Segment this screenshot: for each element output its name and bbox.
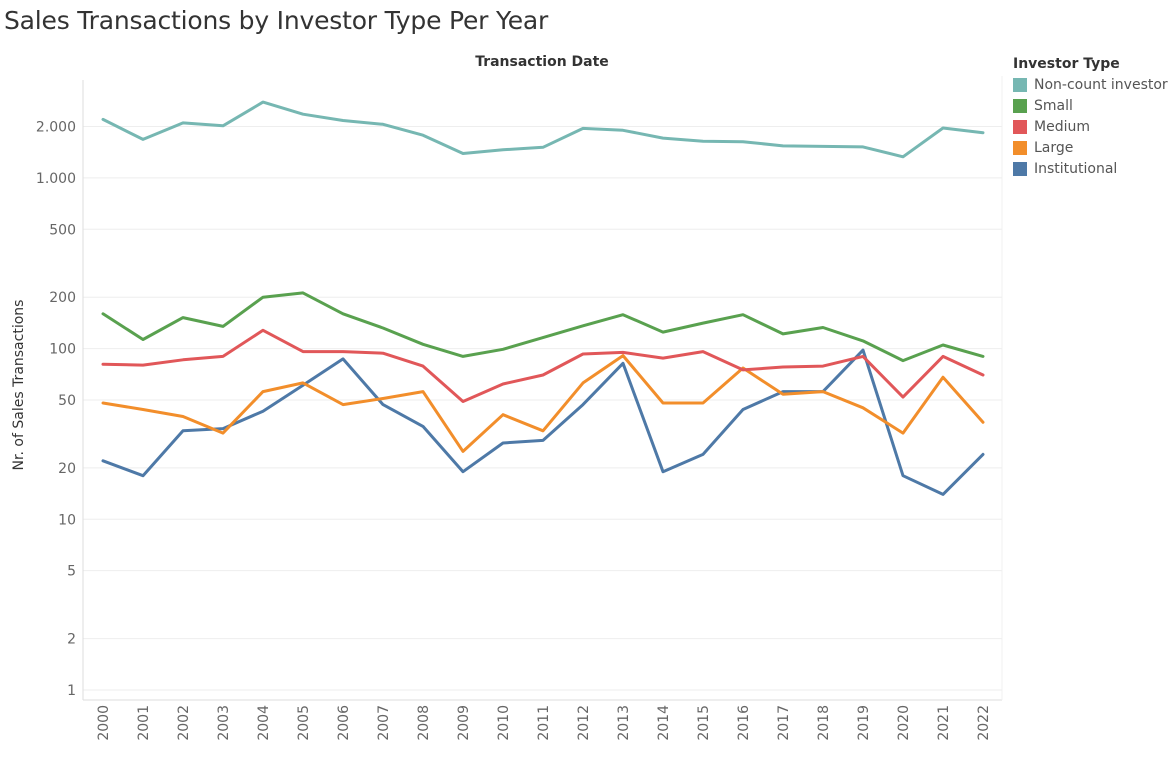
legend-title: Investor Type [1013,56,1120,72]
series-lines [101,100,985,496]
x-tick-label: 2010 [496,705,512,741]
x-tick-label: 2017 [776,705,792,741]
legend-item-small[interactable]: Small [1013,95,1173,116]
legend-swatch [1013,98,1027,113]
legend-items: Non-count investor Small Medium Large Instit… [1013,74,1173,179]
series-line-medium[interactable] [101,328,985,403]
chart-title: Sales Transactions by Investor Type Per … [4,6,549,35]
x-tick-label: 2000 [96,705,112,741]
x-tick-label: 2021 [936,705,952,741]
gridlines [83,126,1002,691]
y-tick-label: 200 [49,290,76,306]
x-tick-label: 2002 [176,705,192,741]
x-tick-label: 2011 [536,705,552,741]
legend-item-large[interactable]: Large [1013,137,1173,158]
legend-item-medium[interactable]: Medium [1013,116,1173,137]
x-tick-label: 2016 [736,705,752,741]
y-tick-label: 50 [58,393,76,409]
x-tick-label: 2019 [856,705,872,741]
series-line-small[interactable] [101,291,985,363]
x-tick-label: 2022 [976,705,992,741]
legend-label: Medium [1034,118,1090,135]
legend-swatch [1013,161,1027,176]
legend-label: Small [1034,97,1073,114]
x-tick-label: 2018 [816,705,832,741]
x-tick-label: 2014 [656,705,672,741]
legend-swatch [1013,77,1027,92]
x-tick-label: 2003 [216,705,232,741]
x-tick-label: 2001 [136,705,152,741]
y-tick-label: 500 [49,222,76,238]
legend-item-institutional[interactable]: Institutional [1013,158,1173,179]
series-line-large[interactable] [101,354,985,453]
y-tick-label: 100 [49,342,76,358]
axes: 1 2 5 10 20 50 100 200 500 1.000 2.000 2000 2001 2002… [36,76,1003,741]
x-tick-label: 2008 [416,705,432,741]
y-tick-label: 10 [58,512,76,528]
y-tick-label: 5 [67,564,76,580]
legend-swatch [1013,140,1027,155]
legend-swatch [1013,119,1027,134]
legend-label: Institutional [1034,160,1118,177]
x-axis-header: Transaction Date [475,54,609,70]
x-tick-label: 2012 [576,705,592,741]
x-tick-label: 2020 [896,705,912,741]
x-tick-label: 2009 [456,705,472,741]
x-tick-label: 2004 [256,705,272,741]
y-axis-label: Nr. of Sales Transactions [11,300,27,471]
legend-label: Non-count investor [1034,76,1168,93]
y-tick-label: 1 [67,683,76,699]
y-tick-label: 1.000 [36,171,76,187]
legend-item-non-count-investor[interactable]: Non-count investor [1013,74,1173,95]
y-tick-label: 20 [58,461,76,477]
x-tick-label: 2013 [616,705,632,741]
x-tick-label: 2007 [376,705,392,741]
x-tick-label: 2006 [336,705,352,741]
legend: Investor Type Non-count investor Small Med… [1013,54,1173,179]
legend-label: Large [1034,139,1074,156]
series-line-non-count-investor[interactable] [101,100,985,159]
x-tick-label: 2005 [296,705,312,741]
series-line-institutional[interactable] [101,348,985,496]
y-tick-label: 2.000 [36,120,76,136]
x-tick-label: 2015 [696,705,712,741]
y-tick-label: 2 [67,632,76,648]
